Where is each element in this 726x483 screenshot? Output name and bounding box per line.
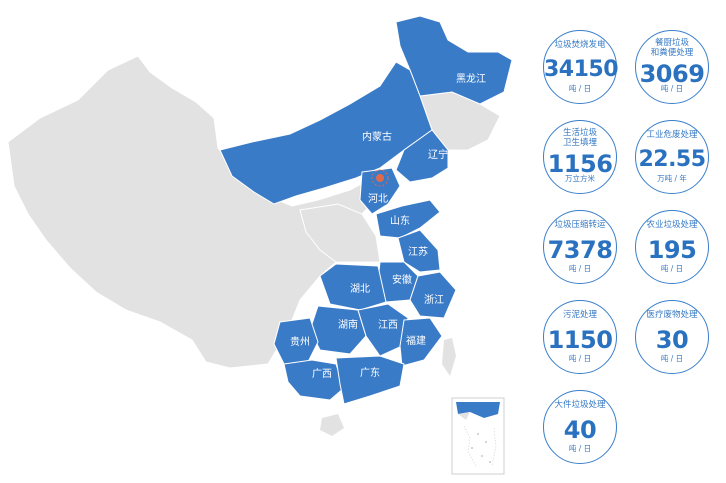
stat-label: 污泥处理 bbox=[562, 310, 597, 320]
label-shandong: 山东 bbox=[390, 214, 410, 227]
stat-value: 1150 bbox=[547, 326, 613, 354]
south-china-sea-inset bbox=[451, 397, 505, 475]
label-zhejiang: 浙江 bbox=[424, 294, 444, 306]
stat-bulky-waste: 大件垃圾处理 40 吨 / 日 bbox=[543, 390, 617, 464]
stat-value: 34150 bbox=[544, 57, 619, 82]
stat-agricultural: 农业垃圾处理 195 吨 / 日 bbox=[635, 210, 709, 284]
stat-unit: 万立方米 bbox=[565, 174, 595, 183]
stat-label: 生活垃圾 卫生填埋 bbox=[562, 128, 597, 148]
stat-compression-transfer: 垃圾压缩转运 7378 吨 / 日 bbox=[543, 210, 617, 284]
map-hainan bbox=[320, 414, 344, 436]
label-hunan: 湖南 bbox=[338, 318, 358, 331]
china-map: 黑龙江 内蒙古 辽宁 河北 山东 江苏 安徽 浙江 湖北 湖南 江西 福建 贵州… bbox=[7, 15, 513, 475]
stat-value: 7378 bbox=[547, 236, 613, 264]
map-region-guangxi[interactable] bbox=[283, 359, 345, 401]
stat-value: 40 bbox=[563, 416, 597, 444]
label-anhui: 安徽 bbox=[392, 273, 412, 286]
stat-value: 1156 bbox=[547, 150, 613, 178]
label-jiangxi: 江西 bbox=[378, 319, 398, 331]
label-heilongjiang: 黑龙江 bbox=[456, 72, 486, 85]
stat-value: 30 bbox=[655, 326, 689, 354]
stat-incineration: 垃圾焚烧发电 34150 吨 / 日 bbox=[543, 30, 619, 104]
label-guangxi: 广西 bbox=[312, 368, 332, 380]
stat-unit: 万吨 / 年 bbox=[657, 174, 687, 183]
label-guizhou: 贵州 bbox=[290, 335, 310, 348]
label-neimenggu: 内蒙古 bbox=[362, 130, 392, 143]
stat-value: 195 bbox=[647, 236, 697, 264]
map-taiwan bbox=[442, 338, 456, 376]
stat-unit: 吨 / 日 bbox=[568, 354, 592, 363]
stat-value: 22.55 bbox=[638, 147, 706, 172]
map-region-fujian[interactable] bbox=[399, 317, 443, 367]
stat-landfill: 生活垃圾 卫生填埋 1156 万立方米 bbox=[543, 120, 617, 194]
stat-label: 大件垃圾处理 bbox=[554, 400, 606, 410]
map-region-neimenggu[interactable] bbox=[219, 61, 433, 205]
stat-label: 医疗废物处理 bbox=[646, 310, 698, 320]
stat-sludge: 污泥处理 1150 吨 / 日 bbox=[543, 300, 617, 374]
stat-unit: 吨 / 日 bbox=[660, 264, 684, 273]
label-fujian: 福建 bbox=[406, 334, 426, 347]
map-region-liaoning[interactable] bbox=[395, 129, 449, 183]
label-guangdong: 广东 bbox=[360, 366, 380, 379]
map-region-shandong[interactable] bbox=[375, 199, 441, 239]
stat-label: 农业垃圾处理 bbox=[646, 220, 698, 230]
label-hubei: 湖北 bbox=[350, 283, 370, 295]
beijing-marker-ring bbox=[371, 169, 389, 187]
stat-unit: 吨 / 日 bbox=[660, 84, 684, 93]
stat-unit: 吨 / 日 bbox=[660, 354, 684, 363]
stat-kitchen-waste: 餐厨垃圾 和粪便处理 3069 吨 / 日 bbox=[635, 30, 709, 104]
stat-label: 餐厨垃圾 和粪便处理 bbox=[650, 38, 694, 58]
label-liaoning: 辽宁 bbox=[428, 148, 448, 161]
stat-label: 垃圾焚烧发电 bbox=[554, 40, 606, 50]
map-region-hubei[interactable] bbox=[319, 263, 387, 311]
stat-label: 垃圾压缩转运 bbox=[554, 220, 606, 230]
stat-industrial-hazardous: 工业危废处理 22.55 万吨 / 年 bbox=[635, 120, 709, 194]
stat-value: 3069 bbox=[639, 60, 705, 88]
stat-label: 工业危废处理 bbox=[646, 130, 698, 140]
label-hebei: 河北 bbox=[368, 193, 388, 205]
stat-unit: 吨 / 日 bbox=[568, 444, 592, 453]
stat-unit: 吨 / 日 bbox=[568, 264, 592, 273]
map-region-guangdong[interactable] bbox=[335, 355, 405, 405]
stat-unit: 吨 / 日 bbox=[568, 84, 592, 93]
map-region-hebei[interactable] bbox=[359, 167, 401, 215]
label-jiangsu: 江苏 bbox=[408, 245, 428, 258]
stat-medical-waste: 医疗废物处理 30 吨 / 日 bbox=[635, 300, 709, 374]
beijing-marker bbox=[376, 174, 384, 182]
map-region-zhejiang[interactable] bbox=[409, 271, 457, 319]
